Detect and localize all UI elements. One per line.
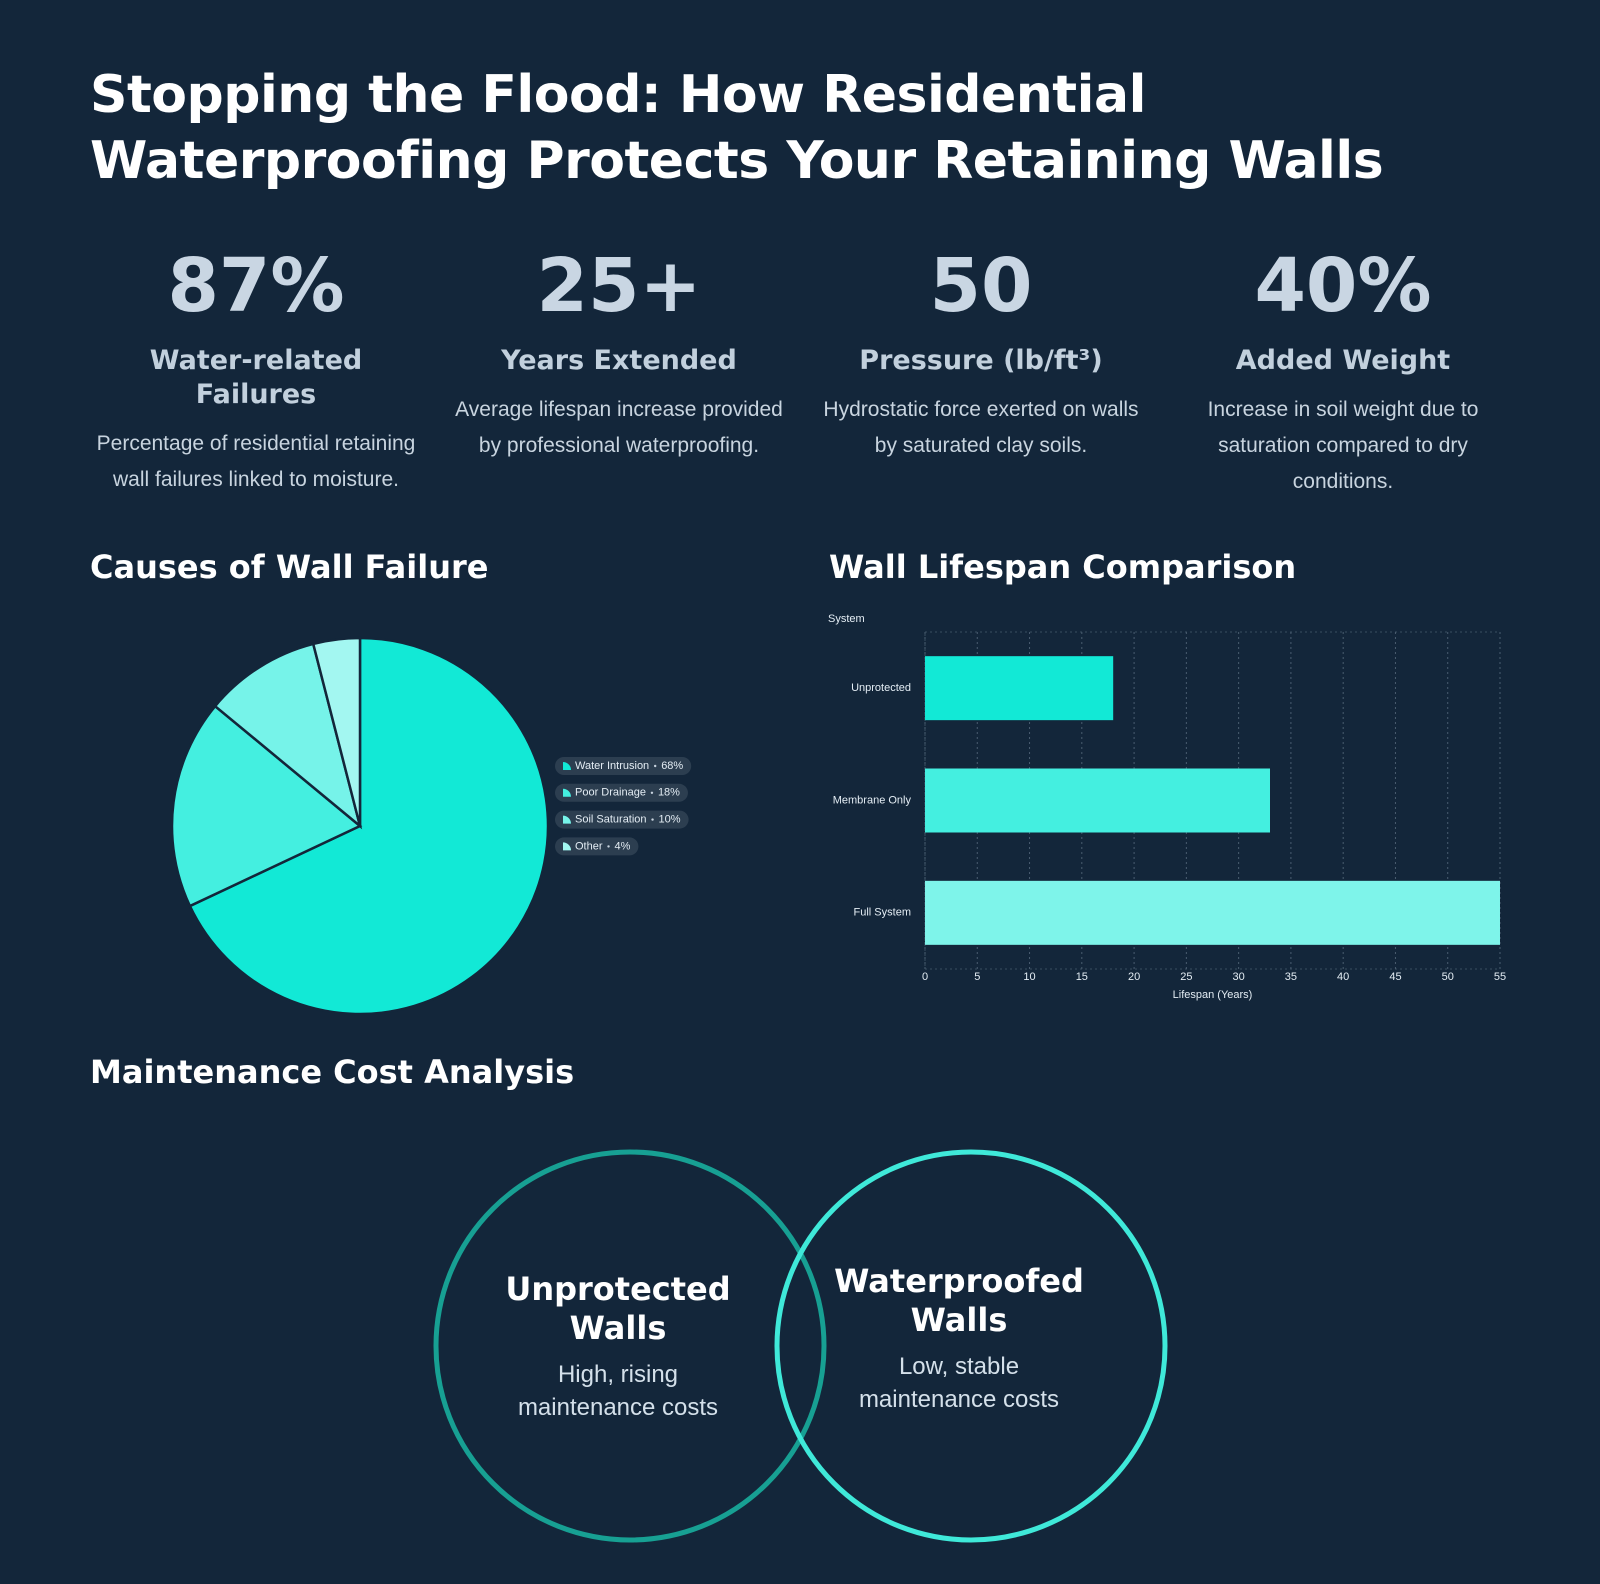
stat-value: 25+	[536, 243, 702, 329]
pie-title: Causes of Wall Failure	[90, 548, 489, 586]
legend-swatch	[563, 762, 571, 770]
venn-label: Unprotected Walls	[505, 1270, 731, 1347]
stat-description: Percentage of residential retaining wall…	[96, 432, 416, 491]
stat-label: Pressure (lb/ft³)	[859, 345, 1103, 376]
bar-title: Wall Lifespan Comparison	[829, 548, 1297, 586]
bar	[925, 656, 1114, 721]
bar	[925, 768, 1270, 833]
legend-pill	[555, 837, 639, 856]
x-tick-label: 45	[1389, 971, 1401, 983]
legend-separator	[653, 764, 657, 768]
venn-circle	[433, 1149, 827, 1543]
y-tick-label: Unprotected	[851, 682, 911, 694]
pie-slice	[188, 636, 550, 1016]
x-tick-label: 10	[1023, 971, 1035, 983]
x-tick-label: 35	[1285, 971, 1297, 983]
x-tick-label: 30	[1233, 971, 1245, 983]
legend-value: 18%	[658, 787, 680, 799]
stat-label: Years Extended	[501, 345, 737, 376]
legend-value: 68%	[661, 760, 683, 772]
stat-description: Increase in soil weight due to saturatio…	[1207, 398, 1479, 493]
legend-label: Other	[575, 840, 603, 852]
stat-label: Added Weight	[1235, 345, 1451, 376]
legend-swatch	[563, 788, 571, 797]
x-tick-label: 0	[922, 971, 928, 983]
pie-slice	[170, 704, 363, 908]
legend-value: 10%	[659, 814, 681, 826]
stat-description: Hydrostatic force exerted on walls by sa…	[823, 398, 1139, 457]
venn-label: Waterproofed Walls	[834, 1262, 1084, 1339]
stat-card: 25+ Years Extended Average lifespan increa…	[449, 236, 789, 464]
x-tick-label: 15	[1076, 971, 1088, 983]
y-tick-label: Membrane Only	[833, 794, 912, 806]
section-title: Maintenance Cost Analysis	[90, 1053, 575, 1091]
x-tick-label: 55	[1494, 971, 1506, 983]
legend-item: Water Intrusion 68%	[555, 757, 692, 775]
venn-text: Waterproofed Walls Low, stable maintenanc…	[834, 1262, 1084, 1416]
legend-separator	[607, 845, 610, 848]
x-tick-label: 5	[974, 971, 980, 983]
x-tick-label: 20	[1128, 971, 1140, 983]
legend-item: Soil Saturation 10%	[555, 810, 689, 829]
legend-label: Water Intrusion	[575, 760, 649, 772]
legend-value: 4%	[615, 840, 631, 852]
legend-swatch	[563, 815, 571, 824]
stat-label: Water-related Failures	[149, 345, 363, 410]
stat-description: Average lifespan increase provided by pr…	[455, 398, 783, 457]
legend-label: Poor Drainage	[575, 787, 646, 799]
x-tick-label: 25	[1180, 971, 1192, 983]
x-axis-label: Lifespan (Years)	[1173, 989, 1253, 1001]
legend-pill	[555, 810, 689, 829]
stat-card: 87% Water-related Failures Percentage of r…	[86, 236, 426, 498]
bar	[925, 880, 1500, 945]
legend-separator	[651, 818, 654, 821]
venn-circle	[774, 1149, 1168, 1543]
legend-pill	[555, 757, 692, 775]
venn-text: Unprotected Walls High, rising maintenanc…	[493, 1270, 743, 1424]
stat-value: 40%	[1254, 243, 1432, 329]
y-axis-label: System	[828, 613, 865, 625]
legend-item: Other 4%	[555, 837, 639, 856]
x-tick-label: 40	[1337, 971, 1349, 983]
stat-card: 50 Pressure (lb/ft³) Hydrostatic force exe…	[811, 236, 1151, 464]
stat-value: 87%	[167, 243, 345, 329]
page-title: Stopping the Flood: How Residential Wate…	[90, 65, 1384, 191]
legend-separator	[650, 791, 654, 794]
legend-item: Poor Drainage 18%	[555, 783, 688, 802]
legend-pill	[555, 783, 688, 802]
venn-description: Low, stable maintenance costs	[858, 1353, 1060, 1413]
stat-value: 50	[929, 243, 1033, 329]
stat-card: 40% Added Weight Increase in soil weight d…	[1173, 236, 1513, 500]
legend-swatch	[563, 842, 571, 851]
pie-slice	[311, 636, 362, 827]
y-tick-label: Full System	[854, 907, 911, 919]
venn-description: High, rising maintenance costs	[517, 1361, 719, 1421]
legend-label: Soil Saturation	[575, 814, 647, 826]
x-tick-label: 50	[1442, 971, 1454, 983]
